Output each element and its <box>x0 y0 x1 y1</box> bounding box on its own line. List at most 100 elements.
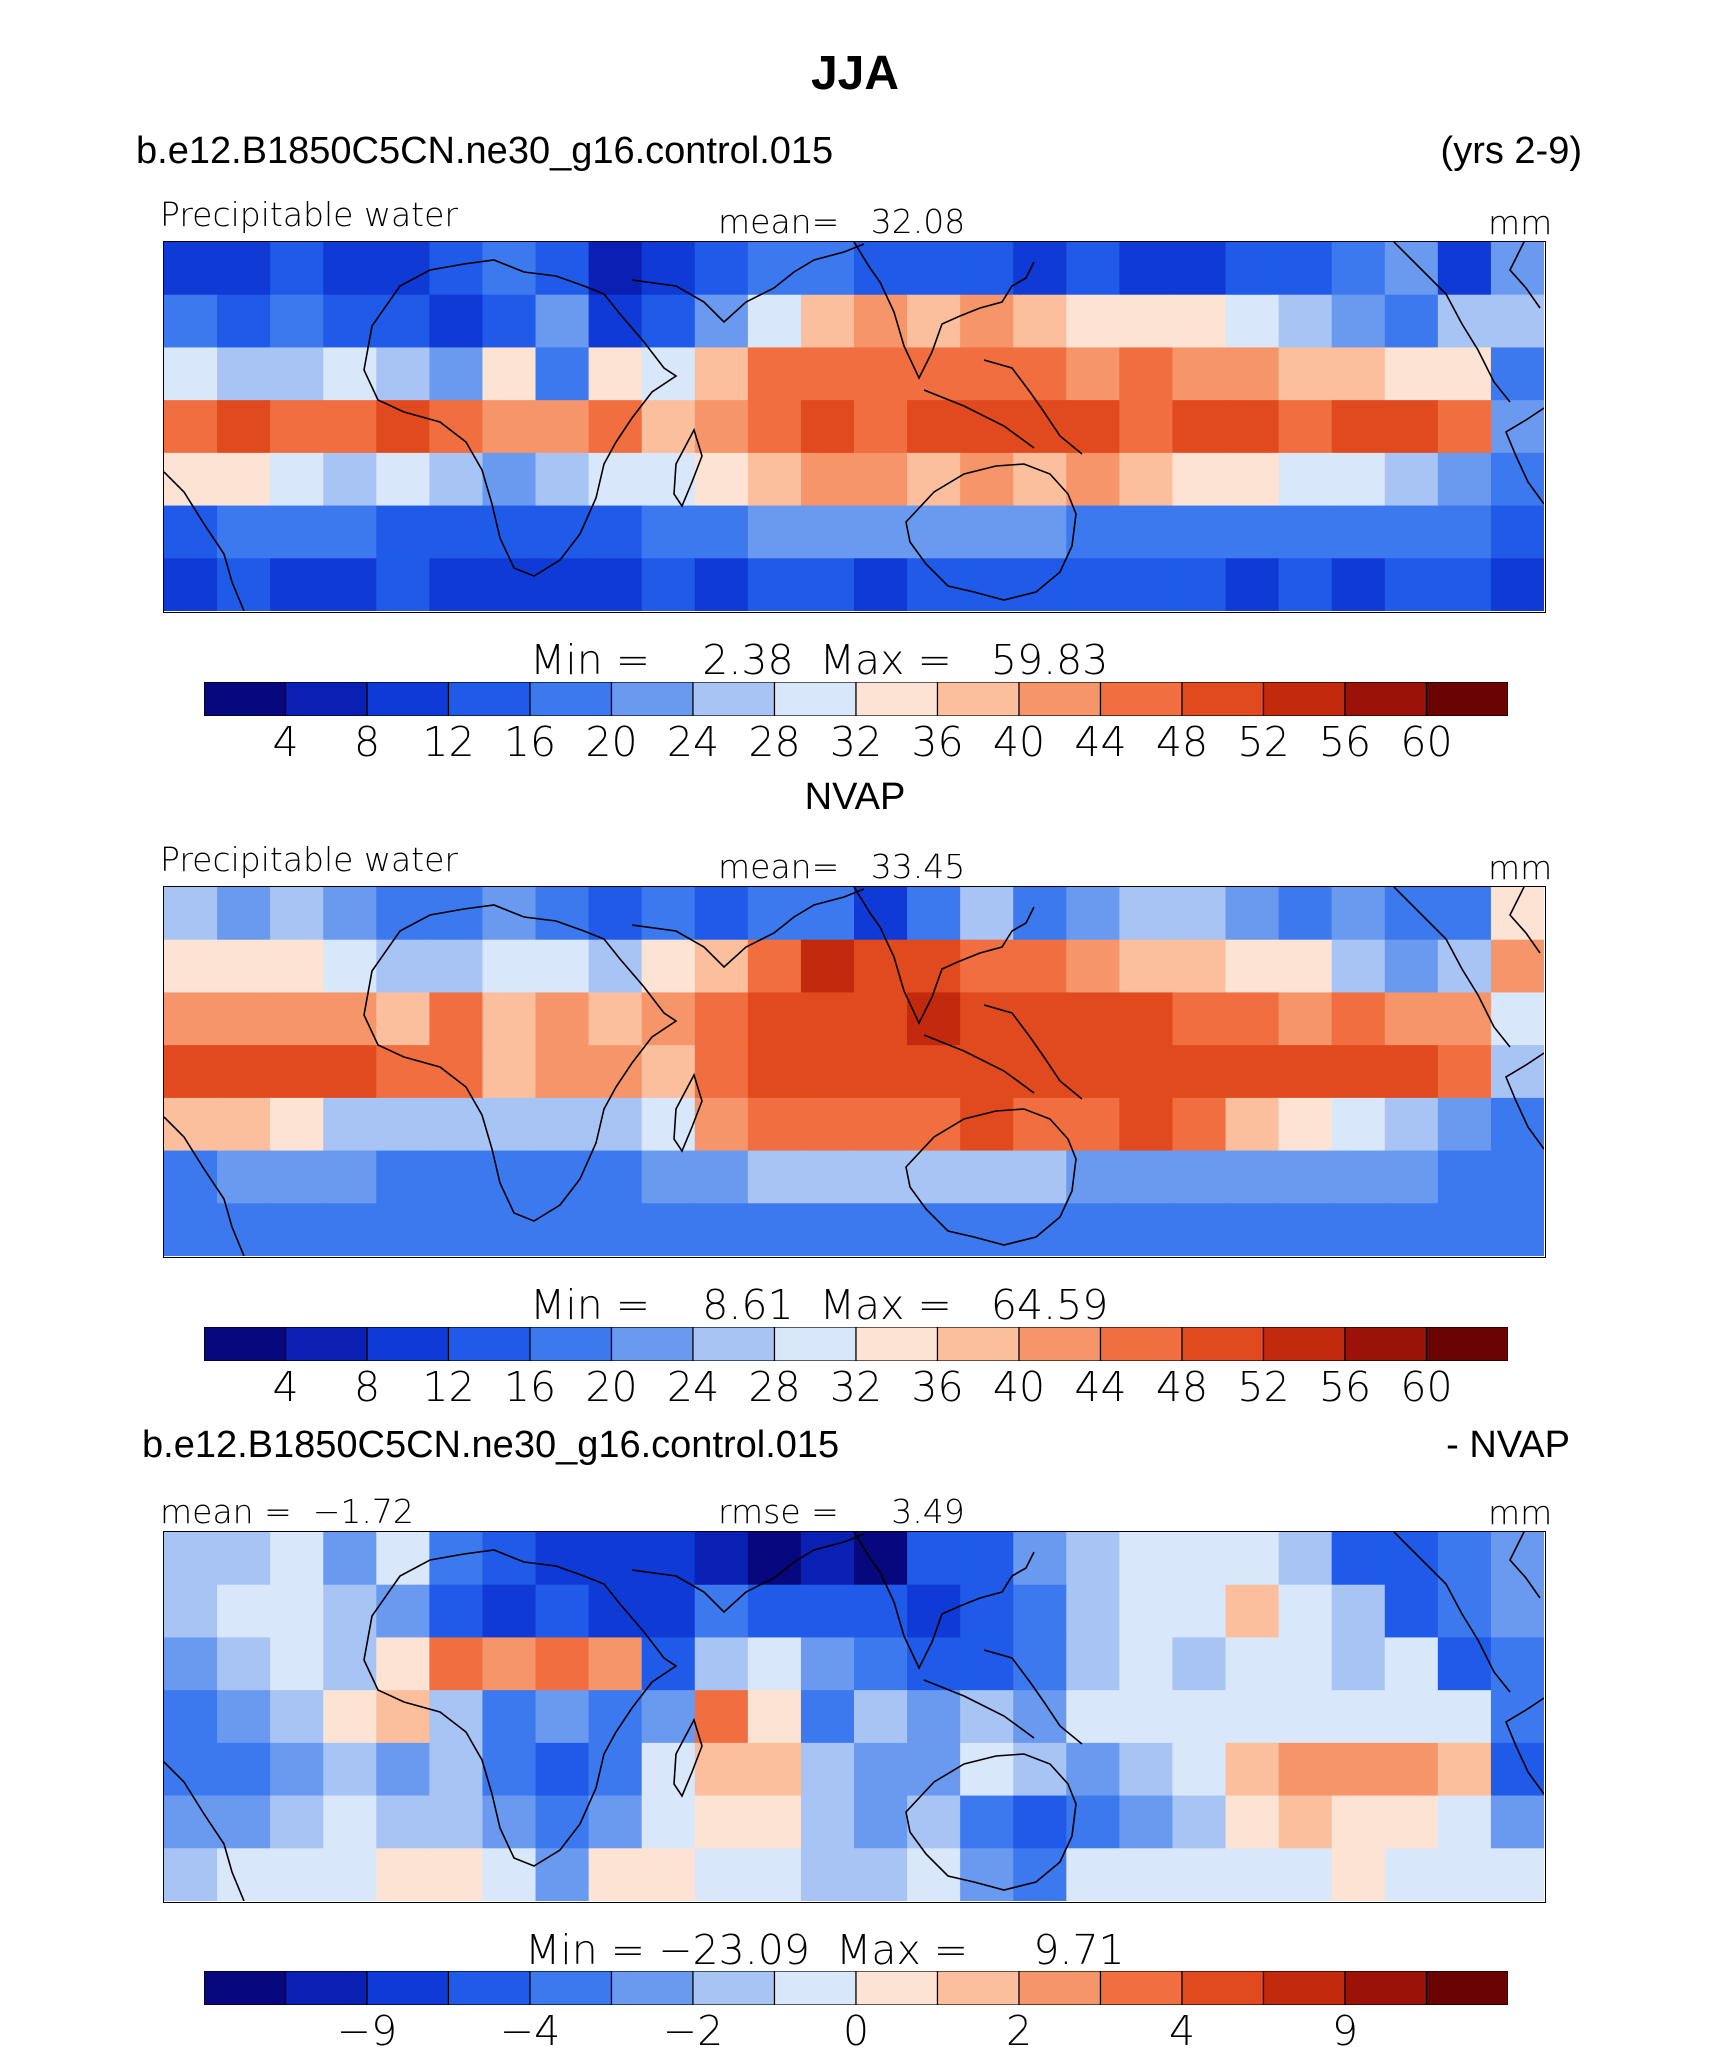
colorbar-swatch <box>610 1327 694 1361</box>
field-cell <box>1013 400 1067 454</box>
field-cell <box>270 347 324 401</box>
field-cell <box>217 1150 271 1204</box>
field-cell <box>376 1097 430 1152</box>
field-cell <box>1490 1045 1544 1099</box>
colorbar-tick-label: 4 <box>272 718 299 766</box>
field-cell <box>1278 1848 1333 1901</box>
colorbar-swatch <box>692 1971 776 2005</box>
field-cell <box>1225 1742 1280 1797</box>
field-cell <box>960 887 1014 941</box>
field-cell <box>323 1150 377 1204</box>
field-cell <box>747 1795 802 1849</box>
field-cell <box>1066 452 1120 507</box>
field-cell <box>376 452 430 507</box>
field-cell <box>1013 887 1067 941</box>
field-cell <box>854 1203 908 1256</box>
field-cell <box>1384 1203 1439 1256</box>
field-cell <box>1066 1690 1120 1744</box>
field-cell <box>854 1742 908 1797</box>
field-cell <box>960 939 1014 994</box>
field-cell <box>800 242 855 296</box>
colorbar-swatch <box>1425 1327 1508 1361</box>
colorbar-tick-label: 36 <box>911 1363 964 1411</box>
panel2-field <box>164 887 1544 1256</box>
colorbar-tick-label: 48 <box>1155 718 1209 766</box>
field-cell <box>1437 939 1492 994</box>
colorbar-tick-label: 44 <box>1074 1363 1127 1411</box>
coastline <box>905 463 1077 601</box>
panel3-min-max: Min = −23.09 Max = 9.71 <box>525 1926 1125 1974</box>
field-cell <box>1119 242 1174 296</box>
colorbar-swatch <box>284 682 368 716</box>
field-cell <box>800 452 855 507</box>
field-cell <box>535 1690 590 1744</box>
field-cell <box>535 1532 590 1586</box>
field-cell <box>800 1150 855 1204</box>
field-cell <box>907 452 961 507</box>
field-cell <box>1437 294 1492 349</box>
field-cell <box>270 242 324 296</box>
field-cell <box>1172 558 1227 611</box>
field-cell <box>1278 242 1333 296</box>
colorbar-swatch <box>366 1327 450 1361</box>
field-cell <box>1437 1045 1492 1099</box>
field-cell <box>376 939 430 994</box>
field-cell <box>1172 1203 1227 1256</box>
colorbar-swatch <box>1181 1327 1265 1361</box>
field-cell <box>907 887 961 941</box>
field-cell <box>1437 558 1492 611</box>
field-cell <box>747 1848 802 1901</box>
field-cell <box>1066 1097 1120 1152</box>
field-cell <box>1172 1097 1227 1152</box>
field-cell <box>323 887 377 941</box>
field-cell <box>641 347 696 401</box>
field-cell <box>270 558 324 611</box>
coastline <box>1393 1532 1511 1693</box>
field-cell <box>376 1848 430 1901</box>
field-cell <box>323 505 377 559</box>
field-cell <box>164 1742 218 1797</box>
field-cell <box>1490 242 1544 296</box>
field-cell <box>694 1637 749 1691</box>
field-cell <box>641 1532 696 1586</box>
colorbar-swatch <box>936 1327 1020 1361</box>
panel1-field <box>164 242 1544 611</box>
field-cell <box>1437 1742 1492 1797</box>
field-cell <box>164 1690 218 1744</box>
field-cell <box>1278 1742 1333 1797</box>
field-cell <box>1437 1637 1492 1691</box>
field-cell <box>1437 505 1492 559</box>
field-cell <box>1119 1203 1174 1256</box>
field-cell <box>1278 1584 1333 1639</box>
colorbar-swatch <box>855 1971 939 2005</box>
field-cell <box>1278 294 1333 349</box>
colorbar-swatch <box>1344 1971 1428 2005</box>
field-cell <box>1437 1584 1492 1639</box>
field-cell <box>1119 400 1174 454</box>
field-cell <box>641 887 696 941</box>
field-cell <box>270 1150 324 1204</box>
panel2-colorbar <box>204 1327 1508 1361</box>
field-cell <box>694 505 749 559</box>
field-cell <box>907 1637 961 1691</box>
panel2-map <box>163 886 1546 1258</box>
field-cell <box>482 1690 537 1744</box>
field-cell <box>535 452 590 507</box>
field-cell <box>1119 1690 1174 1744</box>
colorbar-swatch <box>773 1327 857 1361</box>
colorbar-swatch <box>204 1327 287 1361</box>
colorbar-tick-label: 2 <box>1005 2007 1033 2055</box>
panel2-obs-name: NVAP <box>804 776 906 818</box>
colorbar-swatch <box>1099 682 1183 716</box>
field-cell <box>800 1203 855 1256</box>
field-cell <box>641 1848 696 1901</box>
field-cell <box>1066 1203 1120 1256</box>
field-cell <box>1172 1637 1227 1691</box>
field-cell <box>217 1690 271 1744</box>
field-cell <box>1437 887 1492 941</box>
field-cell <box>429 1584 484 1639</box>
field-cell <box>1013 1150 1067 1204</box>
field-cell <box>429 347 484 401</box>
field-cell <box>1384 1584 1439 1639</box>
field-cell <box>270 992 324 1046</box>
